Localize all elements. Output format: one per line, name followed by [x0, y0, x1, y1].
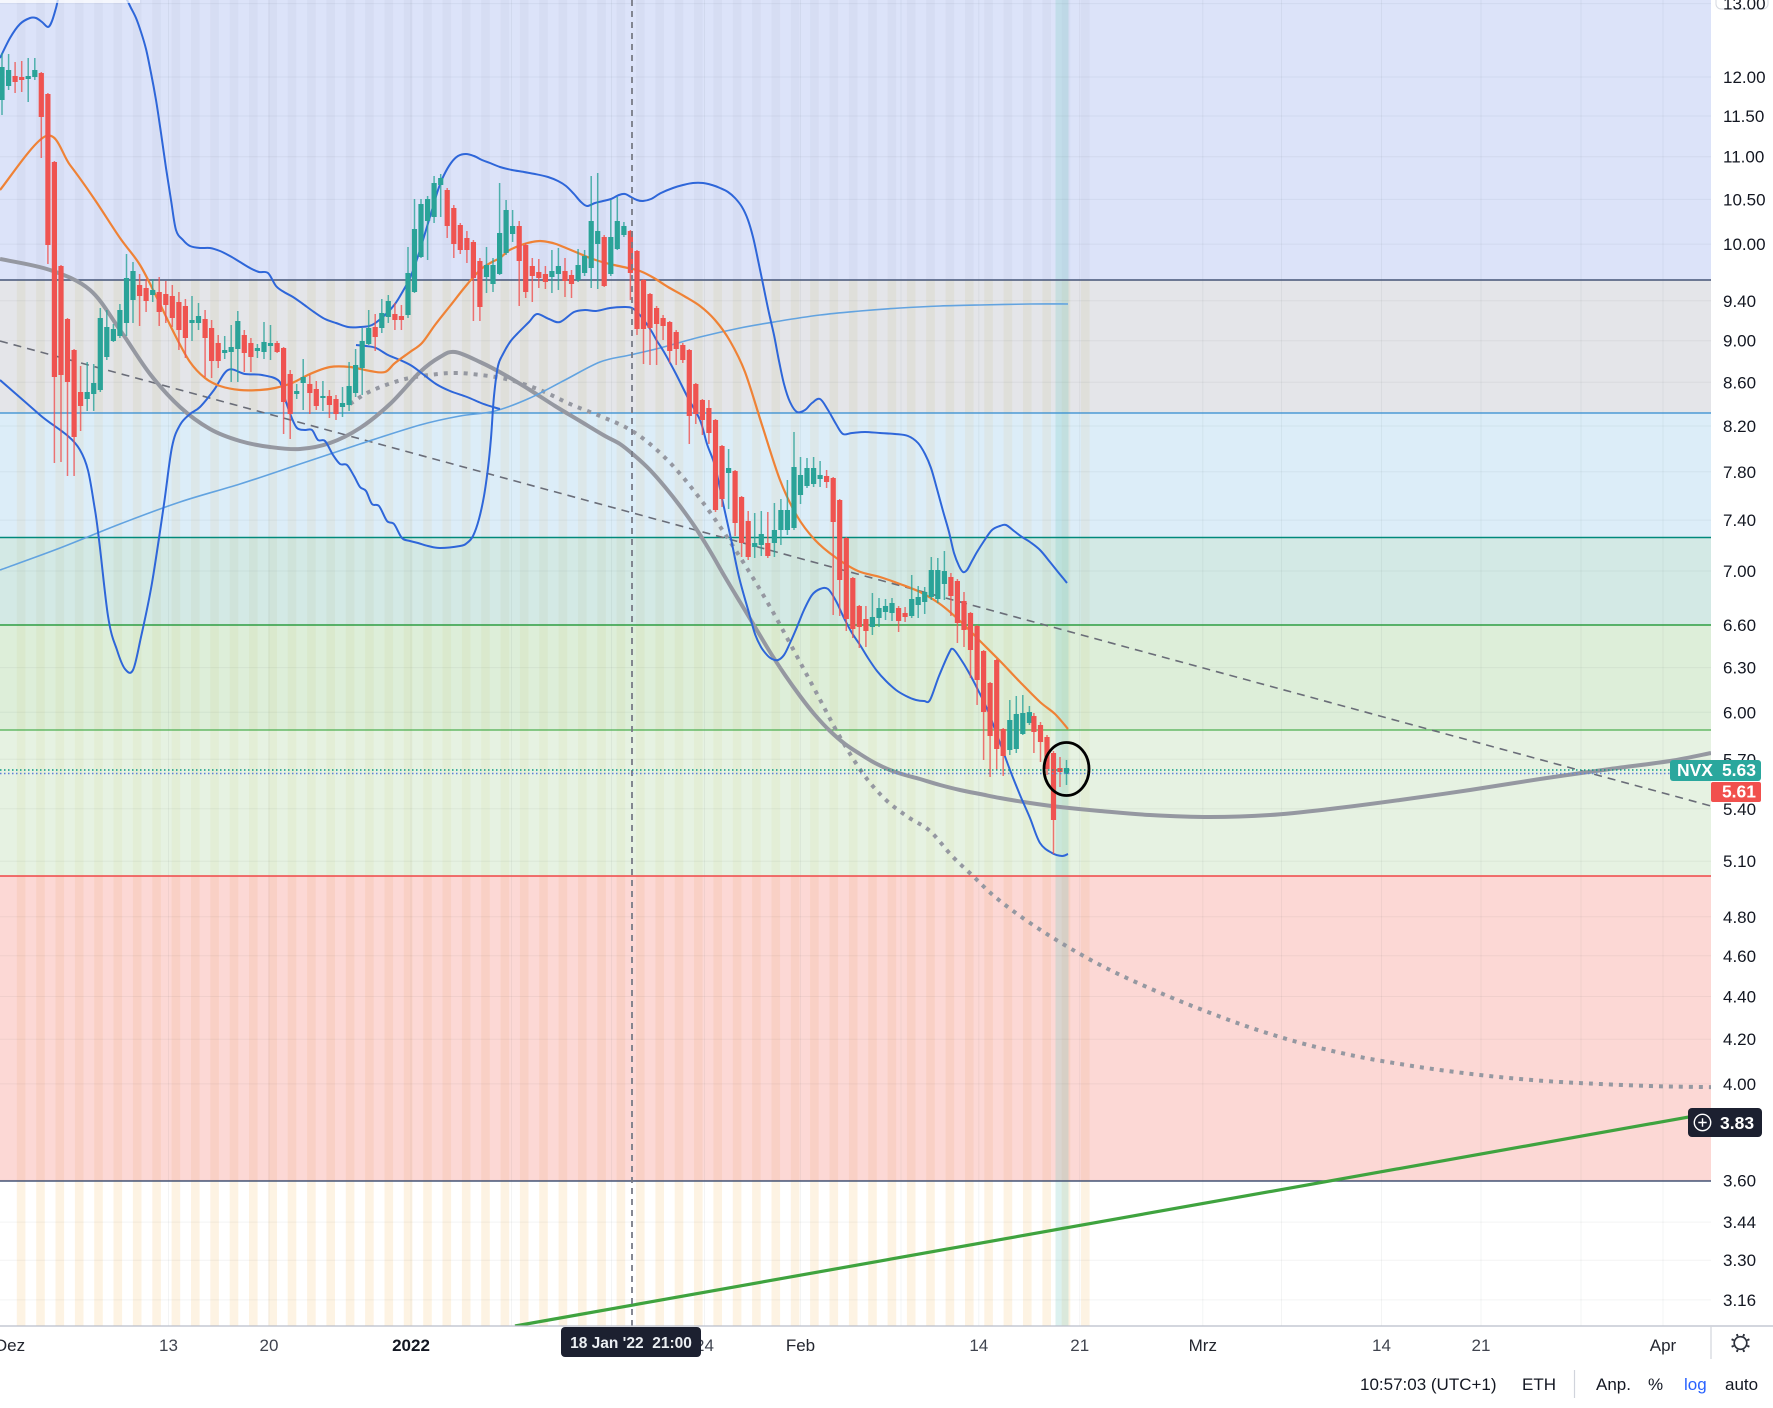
- svg-text:4.00: 4.00: [1723, 1075, 1756, 1094]
- svg-text:5.61: 5.61: [1722, 782, 1756, 802]
- svg-text:Mrz: Mrz: [1189, 1336, 1217, 1355]
- svg-text:11.00: 11.00: [1723, 148, 1764, 167]
- svg-text:3.30: 3.30: [1723, 1251, 1756, 1270]
- svg-text:Feb: Feb: [786, 1336, 815, 1355]
- svg-text:5.40: 5.40: [1723, 800, 1756, 819]
- svg-text:21: 21: [1472, 1336, 1491, 1355]
- svg-text:8.20: 8.20: [1723, 417, 1756, 436]
- svg-text:9.40: 9.40: [1723, 292, 1756, 311]
- svg-text:ETH: ETH: [1522, 1375, 1556, 1394]
- svg-text:4.20: 4.20: [1723, 1030, 1756, 1049]
- svg-text:8.60: 8.60: [1723, 373, 1756, 392]
- svg-text:log: log: [1684, 1375, 1707, 1394]
- svg-text:5.10: 5.10: [1723, 852, 1756, 871]
- svg-text:10.00: 10.00: [1723, 235, 1766, 254]
- svg-text:5.63: 5.63: [1722, 760, 1756, 780]
- svg-text:13.00: 13.00: [1723, 0, 1766, 14]
- svg-text:18 Jan '22 21:00: 18 Jan '22 21:00: [570, 1335, 692, 1352]
- svg-text:20: 20: [260, 1336, 279, 1355]
- svg-text:9.00: 9.00: [1723, 332, 1756, 351]
- svg-text:6.60: 6.60: [1723, 616, 1756, 635]
- svg-text:21: 21: [1070, 1336, 1089, 1355]
- svg-text:3.83: 3.83: [1720, 1113, 1754, 1133]
- svg-text:11.50: 11.50: [1723, 107, 1764, 126]
- svg-text:Apr: Apr: [1650, 1336, 1677, 1355]
- svg-text:3.44: 3.44: [1723, 1213, 1756, 1232]
- svg-text:6.30: 6.30: [1723, 659, 1756, 678]
- svg-text:10:57:03 (UTC+1): 10:57:03 (UTC+1): [1360, 1375, 1497, 1394]
- svg-text:NVX: NVX: [1677, 760, 1713, 780]
- svg-text:%: %: [1648, 1375, 1663, 1394]
- svg-text:14: 14: [1372, 1336, 1391, 1355]
- svg-text:7.00: 7.00: [1723, 562, 1756, 581]
- svg-text:7.40: 7.40: [1723, 511, 1756, 530]
- svg-text:7.80: 7.80: [1723, 463, 1756, 482]
- svg-text:auto: auto: [1725, 1375, 1758, 1394]
- svg-text:3.16: 3.16: [1723, 1291, 1756, 1310]
- svg-text:6.00: 6.00: [1723, 703, 1756, 722]
- svg-text:4.80: 4.80: [1723, 908, 1756, 927]
- svg-text:14: 14: [969, 1336, 988, 1355]
- svg-text:10.50: 10.50: [1723, 190, 1766, 209]
- svg-text:13: 13: [159, 1336, 178, 1355]
- svg-text:12.00: 12.00: [1723, 68, 1766, 87]
- svg-text:3.60: 3.60: [1723, 1171, 1756, 1190]
- svg-text:4.40: 4.40: [1723, 988, 1756, 1007]
- svg-text:Dez: Dez: [0, 1336, 25, 1355]
- svg-text:Anp.: Anp.: [1596, 1375, 1631, 1394]
- svg-text:4.60: 4.60: [1723, 947, 1756, 966]
- svg-text:2022: 2022: [392, 1336, 430, 1355]
